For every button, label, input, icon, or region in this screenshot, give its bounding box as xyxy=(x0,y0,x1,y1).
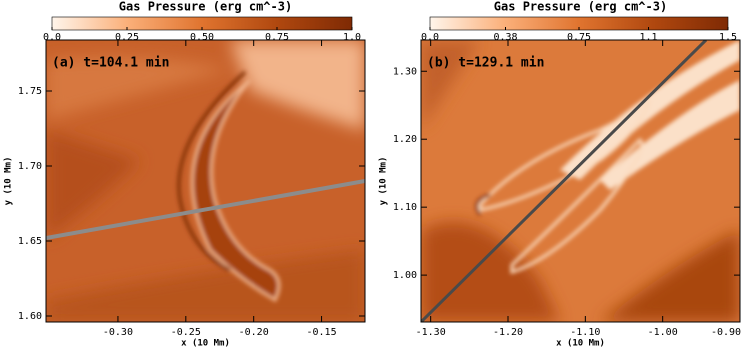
x-tick-label: -0.15 xyxy=(307,327,337,338)
colorbar-tick-label: 0.75 xyxy=(567,32,591,43)
x-axis-label: x (10 Mm) xyxy=(181,339,230,349)
x-tick-label: -1.00 xyxy=(648,327,678,338)
x-tick-label: -0.90 xyxy=(711,327,741,338)
y-tick-label: 1.00 xyxy=(393,270,417,281)
y-axis-label: y (10 Mm) xyxy=(379,157,389,206)
panel-annotation: (b) t=129.1 min xyxy=(427,56,544,71)
x-tick-label: -1.30 xyxy=(416,327,446,338)
x-tick-label: -1.20 xyxy=(493,327,523,338)
y-tick-label: 1.75 xyxy=(18,86,42,97)
y-tick-label: 1.60 xyxy=(18,311,42,322)
colorbar-tick-label: 0.75 xyxy=(265,32,289,43)
x-tick-label: -1.10 xyxy=(570,327,600,338)
colorbar-tick-label: 0.38 xyxy=(493,32,517,43)
heatmap-a xyxy=(46,40,365,322)
colorbar-tick-label: 1.0 xyxy=(343,32,361,43)
x-tick-label: -0.30 xyxy=(103,327,133,338)
y-tick-label: 1.10 xyxy=(393,202,417,213)
x-axis-label: x (10 Mm) xyxy=(556,339,605,349)
plot-frame xyxy=(420,39,741,323)
y-tick-label: 1.70 xyxy=(18,161,42,172)
plot-frame xyxy=(45,39,366,323)
colorbar-title: Gas Pressure (erg cm^-3) xyxy=(494,0,667,14)
heatmap-b xyxy=(421,40,740,322)
y-tick-label: 1.65 xyxy=(18,236,42,247)
colorbar-tick-label: 0.0 xyxy=(421,32,439,43)
colorbar-tick-label: 0.25 xyxy=(115,32,139,43)
colorbar-tick-label: 0.0 xyxy=(43,32,61,43)
y-tick-label: 1.20 xyxy=(393,134,417,145)
y-axis-label: y (10 Mm) xyxy=(4,157,14,206)
colorbar-tick-label: 0.50 xyxy=(190,32,214,43)
colorbar-tick-label: 1.1 xyxy=(640,32,658,43)
x-tick-label: -0.20 xyxy=(239,327,269,338)
colorbar-tick-label: 1.5 xyxy=(719,32,737,43)
colorbar-title: Gas Pressure (erg cm^-3) xyxy=(119,0,292,14)
panel-annotation: (a) t=104.1 min xyxy=(52,56,169,71)
x-tick-label: -0.25 xyxy=(171,327,201,338)
y-tick-label: 1.30 xyxy=(393,66,417,77)
